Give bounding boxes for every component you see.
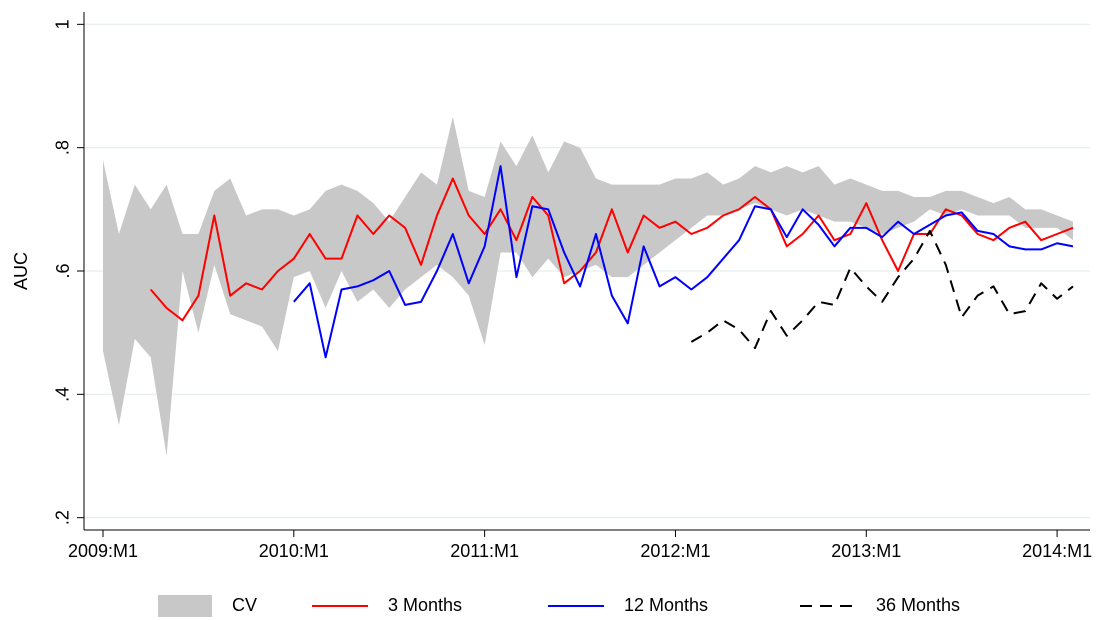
x-tick-label: 2012:M1	[640, 541, 710, 561]
x-tick-label: 2009:M1	[68, 541, 138, 561]
x-tick-label: 2014:M1	[1022, 541, 1092, 561]
legend-label: CV	[232, 595, 257, 615]
legend-label: 3 Months	[388, 595, 462, 615]
y-tick-label: .2	[53, 510, 73, 525]
series-line	[293, 165, 1074, 359]
legend-label: 12 Months	[624, 595, 708, 615]
y-tick-label: .8	[53, 140, 73, 155]
series-line	[149, 177, 1074, 322]
x-tick-label: 2010:M1	[259, 541, 329, 561]
legend-swatch	[158, 595, 212, 617]
cv-band	[103, 116, 1073, 456]
y-tick-label: 1	[53, 19, 73, 29]
x-tick-label: 2013:M1	[831, 541, 901, 561]
y-axis-title: AUC	[11, 252, 31, 290]
x-tick-label: 2011:M1	[450, 541, 519, 561]
series-line	[690, 229, 1074, 350]
legend-label: 36 Months	[876, 595, 960, 615]
y-tick-label: .4	[53, 387, 73, 402]
y-tick-label: .6	[53, 263, 73, 278]
